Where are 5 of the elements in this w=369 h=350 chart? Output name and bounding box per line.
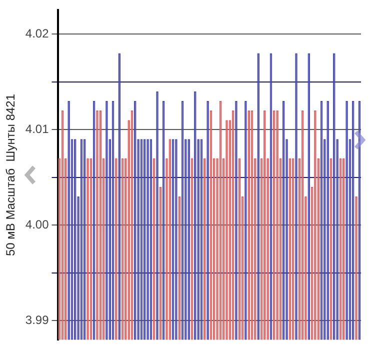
y-tick-label: 4.00	[25, 217, 50, 232]
y-axis-title: 50 мВ Масштаб Шунты 8421	[4, 94, 18, 256]
y-tick-label: 3.99	[25, 313, 50, 328]
y-tick-label: 4.01	[25, 122, 50, 136]
y-tick-label: 4.02	[25, 26, 50, 40]
